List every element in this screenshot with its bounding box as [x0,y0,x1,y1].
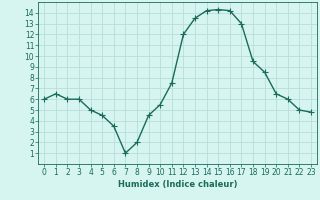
X-axis label: Humidex (Indice chaleur): Humidex (Indice chaleur) [118,180,237,189]
